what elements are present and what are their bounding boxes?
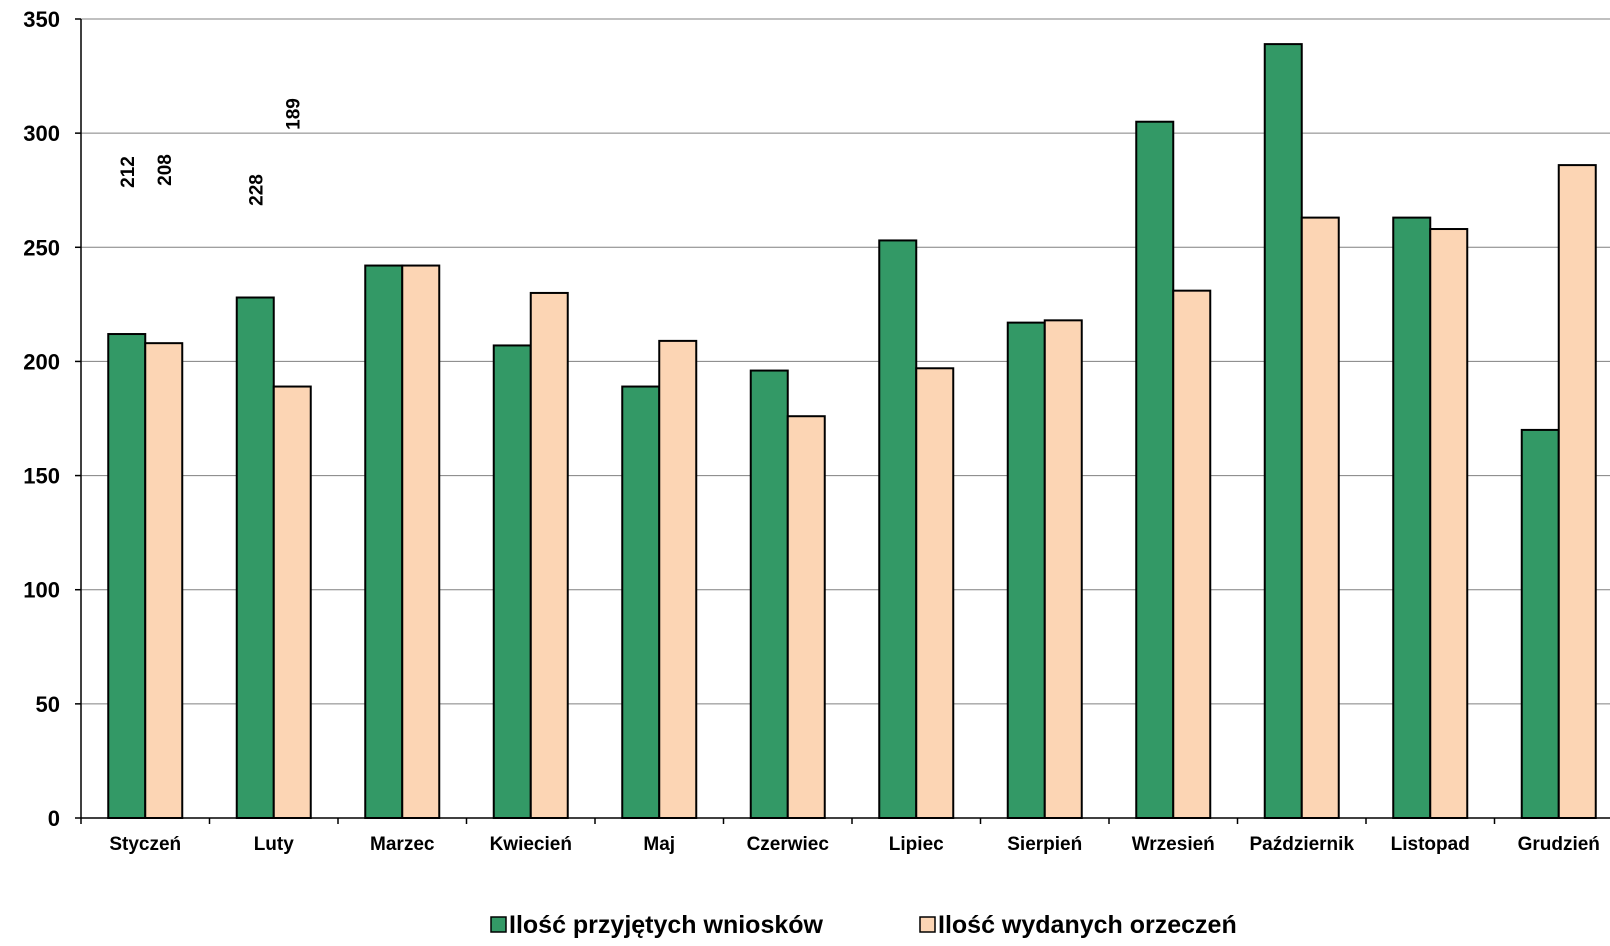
data-label-issued-4: 209 — [669, 0, 701, 5]
bar-received-9 — [1263, 43, 1303, 819]
data-label-issued-7: 218 — [1054, 0, 1086, 5]
bar-received-11 — [1520, 428, 1560, 819]
data-label-issued-1: 189 — [283, 98, 304, 130]
bar-issued-1 — [272, 385, 312, 819]
data-label-received-7: 217 — [1017, 0, 1049, 5]
bar-issued-4 — [658, 339, 698, 819]
bar-received-6 — [878, 239, 918, 820]
category-label: Styczeń — [109, 834, 181, 855]
data-label-issued-0: 208 — [155, 154, 176, 186]
bar-issued-6 — [915, 367, 955, 819]
category-label: Październik — [1249, 834, 1354, 855]
bar-received-0 — [107, 333, 147, 819]
data-label-issued-5: 176 — [797, 0, 829, 5]
data-label-received-2: 242 — [375, 0, 407, 5]
bar-issued-10 — [1429, 228, 1469, 820]
legend-label-received: Ilość przyjętych wniosków — [509, 911, 824, 939]
bar-received-4 — [621, 385, 661, 819]
data-labels: 212 208 228 189 242 242 207 230 189 209 196 176 253 1… — [118, 0, 1600, 206]
gridlines — [81, 18, 1610, 705]
category-label: Lipiec — [889, 834, 944, 855]
bar-received-10 — [1392, 216, 1432, 819]
y-tick-label: 100 — [23, 578, 60, 603]
category-label: Listopad — [1391, 834, 1470, 855]
legend-label-issued: Ilość wydanych orzeczeń — [938, 911, 1237, 939]
data-label-received-8: 305 — [1146, 0, 1178, 5]
bar-issued-3 — [529, 291, 569, 819]
bar-received-3 — [492, 344, 532, 819]
data-label-received-3: 207 — [503, 0, 535, 5]
data-label-received-1: 228 — [246, 174, 267, 206]
category-label: Kwiecień — [490, 834, 572, 855]
category-label: Marzec — [370, 834, 435, 855]
data-label-received-4: 189 — [632, 0, 664, 5]
category-label: Wrzesień — [1132, 834, 1215, 855]
bars — [107, 43, 1597, 820]
bar-received-2 — [364, 264, 404, 819]
data-label-received-6: 253 — [889, 0, 921, 5]
y-tick-label: 250 — [23, 235, 60, 260]
bar-issued-0 — [144, 342, 184, 819]
y-tick-label: 300 — [23, 121, 60, 146]
bar-received-5 — [749, 369, 789, 819]
bar-issued-2 — [401, 264, 441, 819]
data-label-received-9: 339 — [1274, 0, 1306, 5]
y-tick-label: 350 — [23, 7, 60, 32]
data-label-issued-11: 286 — [1568, 0, 1600, 5]
data-label-received-11: 170 — [1531, 0, 1563, 5]
y-tick-label: 150 — [23, 464, 60, 489]
bar-received-7 — [1006, 321, 1046, 819]
category-label: Sierpień — [1007, 834, 1082, 855]
data-label-received-10: 263 — [1403, 0, 1435, 5]
y-tick-label: 200 — [23, 349, 60, 374]
data-label-issued-6: 197 — [926, 0, 958, 5]
category-label: Grudzień — [1518, 834, 1600, 855]
bar-received-1 — [235, 296, 275, 820]
data-label-issued-9: 263 — [1311, 0, 1343, 5]
bar-issued-8 — [1172, 289, 1212, 820]
y-tick-label: 0 — [48, 806, 60, 831]
data-label-issued-2: 242 — [412, 0, 444, 5]
y-tick-label: 50 — [36, 692, 60, 717]
category-label: Czerwiec — [747, 834, 830, 855]
bar-received-8 — [1135, 120, 1175, 819]
bar-issued-9 — [1300, 216, 1340, 819]
y-axis: 0 50 100 150 200 250 300 350 — [23, 7, 82, 831]
bar-issued-5 — [786, 415, 826, 819]
bar-issued-7 — [1043, 319, 1083, 819]
legend-swatch-issued — [919, 916, 936, 933]
data-label-issued-10: 258 — [1440, 0, 1472, 5]
legend: Ilość przyjętych wniosków Ilość wydanych… — [490, 911, 1237, 939]
data-label-received-5: 196 — [760, 0, 792, 5]
data-label-received-0: 212 — [118, 156, 139, 188]
x-axis: Styczeń Luty Marzec Kwiecień Maj Czerwiec Lipi… — [80, 817, 1610, 855]
data-label-issued-8: 231 — [1183, 0, 1215, 5]
legend-swatch-received — [490, 916, 507, 933]
category-label: Luty — [254, 834, 295, 855]
category-label: Maj — [643, 834, 675, 855]
bar-issued-11 — [1557, 164, 1597, 820]
data-label-issued-3: 230 — [540, 0, 572, 5]
